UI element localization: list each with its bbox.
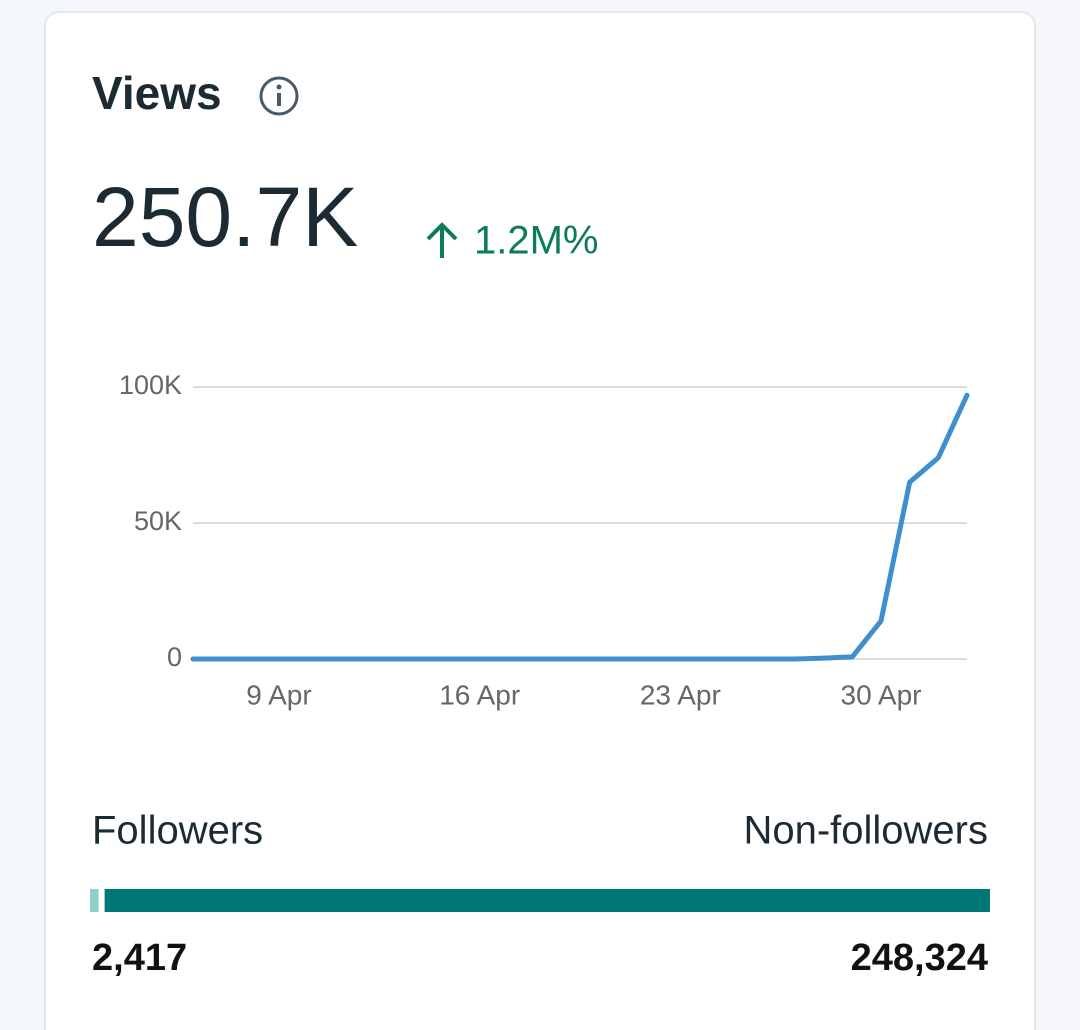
line [190, 392, 970, 662]
legend-label: Non-followers [743, 809, 988, 853]
value-label: 248,324 [851, 937, 988, 979]
x-tick-label: 23 Apr [640, 679, 721, 710]
up-arrow [426, 222, 458, 258]
title: Views [92, 67, 222, 119]
total: 250.7K [92, 170, 358, 264]
x-tick-label: 9 Apr [246, 679, 311, 710]
x-tick-label: 30 Apr [841, 679, 922, 710]
audience-bar [90, 889, 99, 912]
change: 1.2M% [474, 219, 599, 263]
audience-bar [104, 889, 990, 912]
legend-label: Followers [92, 809, 263, 853]
value-label: 2,417 [92, 937, 187, 979]
y-tick-label: 50K [134, 506, 182, 536]
info-icon[interactable] [259, 76, 299, 116]
y-tick-label: 100K [119, 370, 182, 400]
y-tick-label: 0 [167, 642, 182, 672]
card [44, 11, 1036, 1030]
x-tick-label: 16 Apr [439, 679, 520, 710]
